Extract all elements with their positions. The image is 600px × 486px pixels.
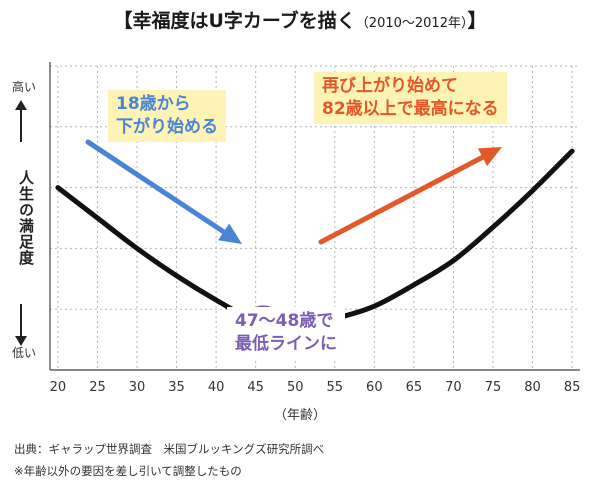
x-tick-label-35: 35	[168, 380, 185, 395]
annotation-decline-line-2: 下がり始める	[116, 117, 218, 137]
annotation-minimum: 47〜48歳で 最低ラインに	[227, 307, 345, 359]
x-tick-label-55: 55	[327, 380, 344, 395]
rise-arrow-icon-head	[477, 147, 502, 167]
x-axis-label: （年齢）	[273, 408, 326, 423]
decline-arrow-icon-shaft	[85, 139, 227, 235]
x-tick-label-60: 60	[366, 380, 383, 395]
annotation-minimum-line-2: 最低ラインに	[235, 334, 337, 354]
down-arrow-icon	[15, 304, 27, 346]
x-tick-labels: 20 25 30 35 40 45 50 55 60 65 70 75 80 85	[50, 380, 581, 395]
source-text: 出典：ギャラップ世界調査 米国ブルッキングズ研究所調べ	[14, 442, 325, 456]
y-axis-label: 人生の満足度	[17, 170, 35, 266]
x-tick-label-25: 25	[89, 380, 106, 395]
x-tick-label-75: 75	[485, 380, 502, 395]
annotation-minimum-line-1: 47〜48歳で	[235, 311, 334, 331]
title-main: 【幸福度はU字カーブを描く	[113, 10, 356, 32]
curve-line	[55, 148, 575, 328]
annotation-rise-line-2: 82歳以上で最高になる	[322, 99, 499, 119]
chart-title: 【幸福度はU字カーブを描く（2010〜2012年）】	[0, 6, 600, 33]
annotation-decline-line-1: 18歳から	[116, 94, 191, 114]
x-tick-label-50: 50	[287, 380, 304, 395]
trend-arrows	[85, 139, 502, 245]
x-tick-label-70: 70	[445, 380, 462, 395]
y-axis-high-label: 高い	[12, 80, 37, 94]
annotation-decline: 18歳から 下がり始める	[108, 90, 226, 142]
note-text: ※年齢以外の要因を差し引いて調整したもの	[14, 464, 242, 478]
title-close: 】	[467, 10, 487, 32]
axes	[49, 62, 580, 371]
x-tick-label-20: 20	[50, 380, 67, 395]
x-tick-label-65: 65	[406, 380, 423, 395]
x-tick-label-80: 80	[524, 380, 541, 395]
x-tick-label-85: 85	[564, 380, 581, 395]
decline-arrow-icon-head	[218, 223, 242, 244]
rise-arrow-icon-shaft	[318, 154, 486, 245]
y-axis-low-label: 低い	[12, 346, 37, 360]
up-arrow-icon	[15, 100, 27, 142]
title-sub: （2010〜2012年）	[355, 16, 468, 31]
x-tick-label-40: 40	[208, 380, 225, 395]
annotation-rise-line-1: 再び上がり始めて	[322, 76, 458, 96]
x-tick-label-30: 30	[129, 380, 146, 395]
x-tick-label-45: 45	[247, 380, 264, 395]
annotation-rise: 再び上がり始めて 82歳以上で最高になる	[314, 72, 507, 124]
